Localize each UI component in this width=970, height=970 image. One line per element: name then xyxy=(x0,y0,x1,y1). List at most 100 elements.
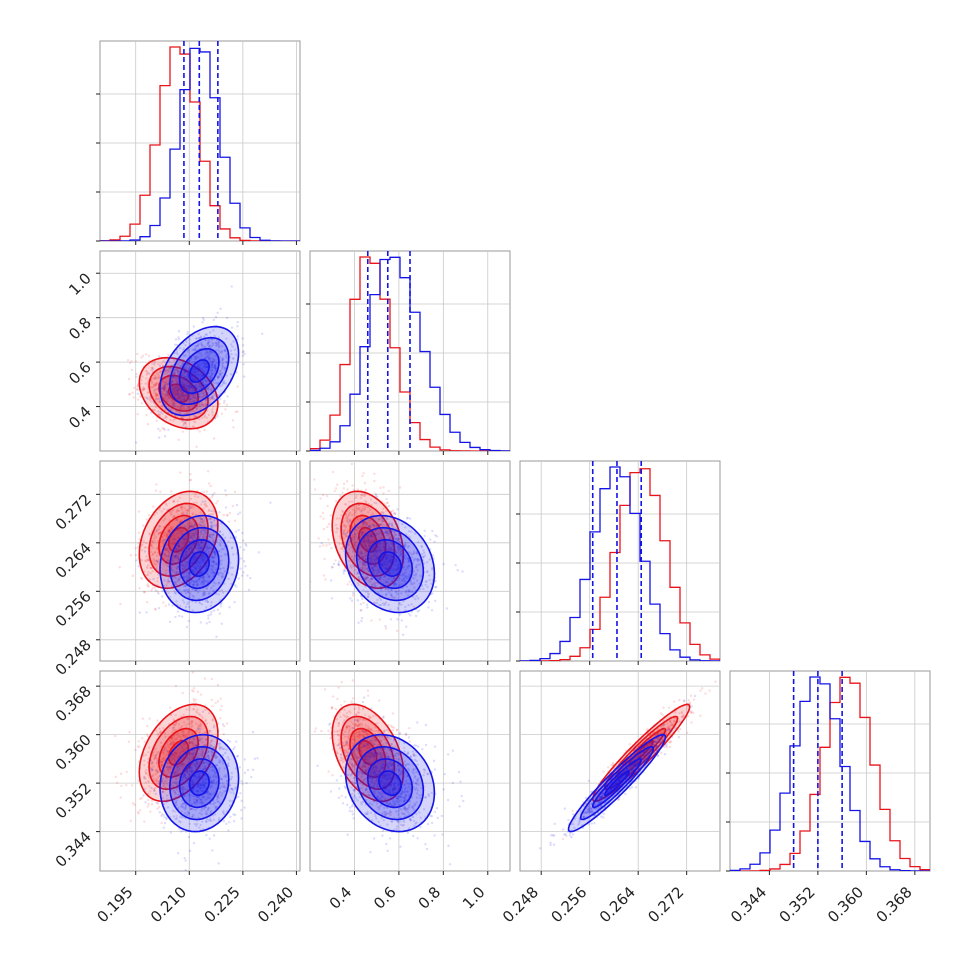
density-fill xyxy=(179,539,219,589)
scatter-point xyxy=(214,510,217,514)
scatter-point xyxy=(237,528,240,532)
scatter-point xyxy=(386,566,389,570)
scatter-point xyxy=(193,556,196,559)
scatter-point xyxy=(195,710,198,713)
scatter-point xyxy=(321,511,325,515)
scatter-point xyxy=(152,541,155,544)
scatter-point xyxy=(368,524,371,528)
scatter-point xyxy=(157,528,161,531)
scatter-point xyxy=(187,757,191,761)
scatter-point xyxy=(200,343,203,346)
scatter-point xyxy=(418,609,421,612)
scatter-point xyxy=(164,416,167,419)
scatter-point xyxy=(396,527,400,531)
scatter-point xyxy=(174,386,178,389)
scatter-point xyxy=(167,554,170,558)
scatter-point xyxy=(238,511,242,514)
scatter-point xyxy=(210,601,213,604)
scatter-point xyxy=(399,548,402,551)
scatter-point xyxy=(222,365,225,369)
scatter-point xyxy=(367,593,370,596)
scatter-point xyxy=(175,539,178,543)
scatter-point xyxy=(143,387,146,391)
scatter-point xyxy=(173,554,176,558)
scatter-point xyxy=(381,557,384,561)
scatter-point xyxy=(147,798,150,802)
scatter-point xyxy=(161,427,164,430)
scatter-point xyxy=(364,577,367,580)
scatter-point xyxy=(376,556,379,560)
scatter-point xyxy=(361,560,365,564)
scatter-point xyxy=(211,570,215,573)
scatter-point xyxy=(185,708,188,711)
scatter-point xyxy=(368,526,371,529)
scatter-point xyxy=(189,767,192,771)
scatter-point xyxy=(157,355,161,358)
scatter-point xyxy=(156,372,159,375)
panel-frame xyxy=(99,460,301,662)
scatter-point xyxy=(171,401,174,405)
scatter-point xyxy=(370,619,373,622)
scatter-point xyxy=(195,407,199,410)
scatter-point xyxy=(195,744,198,748)
scatter-point xyxy=(375,502,378,505)
scatter-point xyxy=(375,524,378,528)
scatter-point xyxy=(383,560,386,564)
scatter-point xyxy=(167,530,170,533)
scatter-point xyxy=(184,407,188,411)
scatter-point xyxy=(176,518,179,521)
scatter-point xyxy=(200,571,203,575)
scatter-point xyxy=(180,560,183,564)
scatter-point xyxy=(378,578,381,581)
scatter-point xyxy=(168,739,172,743)
scatter-point xyxy=(364,546,368,549)
scatter-point xyxy=(160,760,163,764)
scatter-point xyxy=(213,417,216,420)
scatter-point xyxy=(396,538,399,541)
scatter-point xyxy=(159,741,163,745)
scatter-point xyxy=(397,566,400,569)
scatter-point xyxy=(191,594,194,598)
scatter-point xyxy=(196,564,200,568)
scatter-point xyxy=(194,764,197,768)
scatter-point xyxy=(195,557,198,560)
scatter-point xyxy=(188,533,191,537)
scatter-point xyxy=(165,535,169,538)
scatter-point xyxy=(205,365,208,369)
scatter-point xyxy=(371,568,375,572)
scatter-point xyxy=(211,369,214,373)
scatter-point xyxy=(387,561,390,564)
scatter-point xyxy=(209,378,213,381)
scatter-point xyxy=(186,579,189,583)
scatter-point xyxy=(176,509,180,512)
scatter-point xyxy=(378,603,381,607)
scatter-point xyxy=(369,577,373,581)
scatter-point xyxy=(257,551,261,554)
scatter-point xyxy=(201,559,204,562)
scatter-point xyxy=(139,576,143,580)
scatter-point xyxy=(164,757,167,761)
scatter-point xyxy=(166,766,169,769)
scatter-point xyxy=(165,416,168,419)
scatter-point xyxy=(212,572,215,575)
scatter-point xyxy=(384,593,388,597)
scatter-point xyxy=(136,810,140,814)
scatter-point xyxy=(166,400,169,403)
scatter-point xyxy=(155,771,159,774)
scatter-point xyxy=(194,367,197,371)
scatter-point xyxy=(153,401,156,404)
scatter-point xyxy=(200,532,203,536)
scatter-point xyxy=(172,515,176,518)
scatter-point xyxy=(211,549,214,552)
scatter-point xyxy=(362,563,365,567)
scatter-point xyxy=(196,387,199,390)
scatter-point xyxy=(188,547,191,550)
scatter-point xyxy=(212,550,216,554)
scatter-point xyxy=(368,542,371,546)
scatter-point xyxy=(182,741,186,744)
scatter-point xyxy=(196,373,199,376)
scatter-point xyxy=(162,427,165,430)
scatter-point xyxy=(210,509,213,513)
scatter-point xyxy=(132,396,135,399)
scatter-point xyxy=(184,509,188,512)
